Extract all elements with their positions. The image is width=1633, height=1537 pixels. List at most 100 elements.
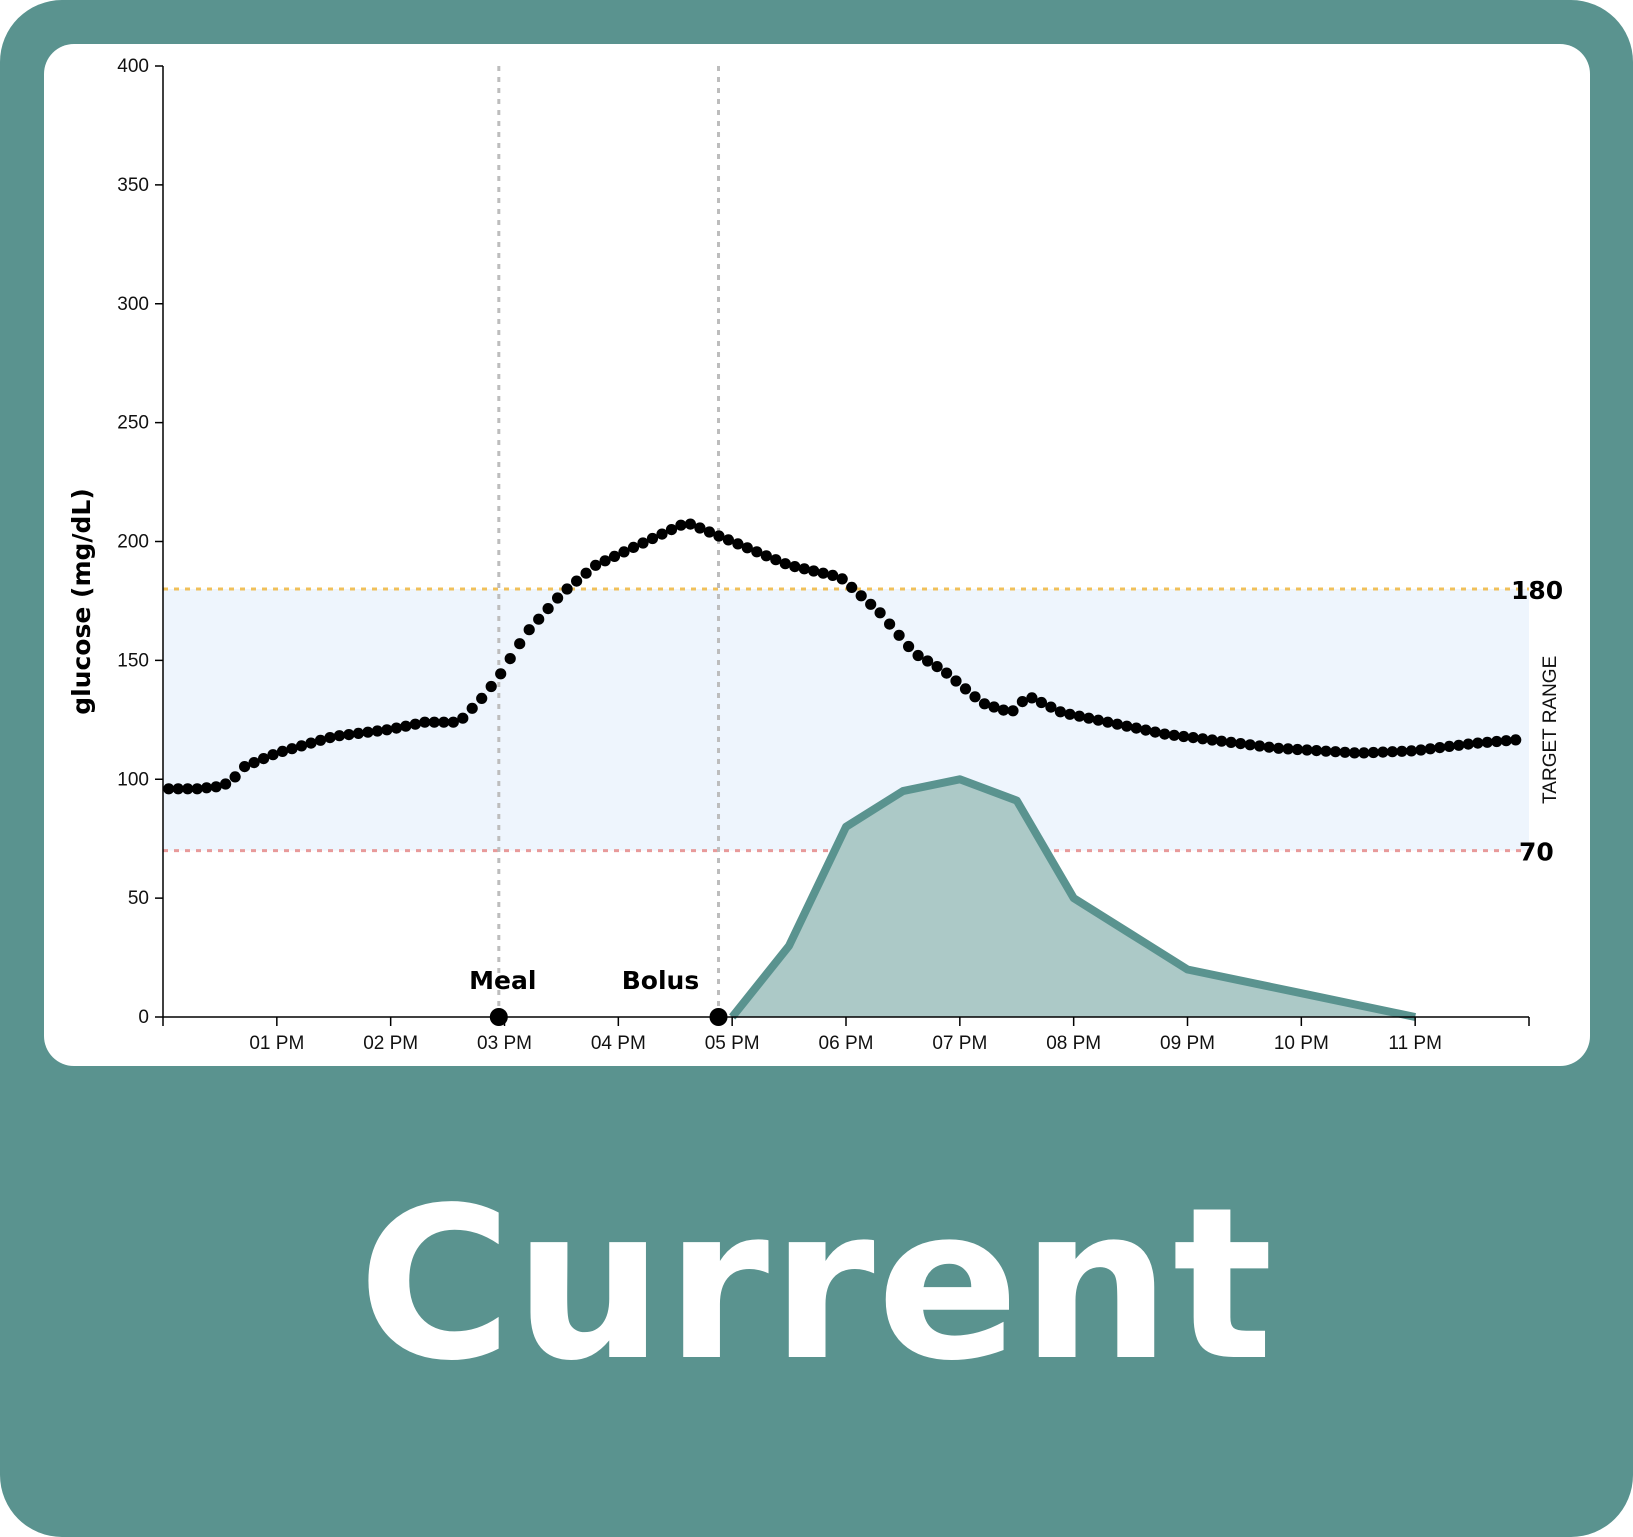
event-marker-meal xyxy=(489,1008,508,1026)
glucose-point xyxy=(732,538,744,550)
glucose-point xyxy=(514,638,526,650)
glucose-point xyxy=(409,718,421,730)
glucose-point xyxy=(390,722,402,734)
glucose-point xyxy=(1092,714,1104,726)
glucose-point xyxy=(1130,722,1142,734)
glucose-point xyxy=(381,724,393,736)
glucose-point xyxy=(210,781,222,793)
glucose-point xyxy=(950,675,962,687)
glucose-point xyxy=(1073,710,1085,722)
glucose-point xyxy=(722,534,735,546)
glucose-point xyxy=(314,734,327,746)
glucose-point xyxy=(741,542,753,554)
glucose-point xyxy=(523,624,535,636)
glucose-point xyxy=(1111,718,1123,730)
glucose-point xyxy=(1216,735,1228,747)
glucose-point xyxy=(997,704,1010,716)
glucose-point xyxy=(1481,736,1493,748)
glucose-point xyxy=(1491,735,1503,748)
glucose-point xyxy=(1016,696,1028,708)
glucose-point xyxy=(1282,743,1294,755)
glucose-point xyxy=(694,522,706,534)
glucose-point xyxy=(1500,735,1512,747)
glucose-point xyxy=(959,683,972,695)
glucose-point xyxy=(561,583,573,595)
glucose-point xyxy=(1197,733,1209,745)
glucose-point xyxy=(760,550,772,562)
glucose-point xyxy=(1396,745,1408,757)
glucose-point xyxy=(1187,732,1199,744)
glucose-point xyxy=(267,749,279,761)
glucose-point xyxy=(903,640,915,653)
glucose-point xyxy=(1453,739,1465,751)
x-tick-label: 03 PM xyxy=(477,1033,532,1054)
glucose-point xyxy=(713,530,725,542)
glucose-point xyxy=(447,716,459,728)
glucose-point xyxy=(1026,692,1038,704)
y-tick-label: 150 xyxy=(117,650,149,671)
x-tick-label: 05 PM xyxy=(705,1033,760,1054)
insulin-activity-line xyxy=(729,775,1417,1021)
glucose-point xyxy=(1168,729,1180,741)
chart-panel: 0 50 100 150 200 250 300 350 400 01 PM 02 PM 03 PM 0… xyxy=(44,44,1590,1066)
y-axis-label: glucose (mg/dL) xyxy=(67,488,96,715)
glucose-point xyxy=(1443,740,1455,753)
glucose-point xyxy=(618,546,630,558)
glucose-point xyxy=(789,561,801,573)
glucose-point xyxy=(163,783,175,795)
glucose-point xyxy=(627,541,640,553)
target-range-band xyxy=(163,589,1529,851)
x-tick-label: 02 PM xyxy=(363,1033,418,1054)
glucose-point xyxy=(978,698,991,710)
glucose-point xyxy=(1510,734,1522,746)
glucose-point xyxy=(1083,712,1095,724)
glucose-point xyxy=(836,573,848,585)
caption-title: Current xyxy=(357,1162,1276,1407)
glucose-point xyxy=(1102,716,1114,728)
x-tick-label: 07 PM xyxy=(932,1033,987,1054)
glucose-point xyxy=(1291,743,1304,756)
y-tick-label: 350 xyxy=(117,175,149,196)
glucose-point xyxy=(751,546,763,558)
glucose-point xyxy=(286,743,298,755)
glucose-point xyxy=(476,692,488,705)
glucose-point xyxy=(1310,745,1323,757)
y-tick-label: 200 xyxy=(117,532,149,553)
glucose-point xyxy=(637,537,649,549)
glucose-point xyxy=(533,613,545,625)
x-tick-label: 10 PM xyxy=(1274,1033,1329,1054)
glucose-point xyxy=(703,526,716,538)
y-tick-label: 400 xyxy=(117,56,149,77)
glucose-point xyxy=(248,757,260,769)
glucose-point xyxy=(333,730,345,742)
glucose-point xyxy=(1035,696,1047,709)
glucose-point xyxy=(590,559,602,571)
glucose-point xyxy=(817,567,829,579)
glucose-point xyxy=(1244,739,1256,751)
glucose-point xyxy=(884,618,896,630)
glucose-point xyxy=(1007,705,1019,717)
glucose-point xyxy=(1415,744,1427,756)
glucose-point xyxy=(457,712,469,724)
glucose-point xyxy=(239,761,251,773)
glucose-point xyxy=(1424,743,1436,755)
glucose-point xyxy=(580,567,592,579)
target-range-label: TARGET RANGE xyxy=(1540,656,1561,804)
glucose-point xyxy=(827,569,839,582)
glucose-point xyxy=(1225,736,1237,749)
glucose-point xyxy=(1405,745,1417,757)
glucose-point xyxy=(324,732,336,744)
glucose-point xyxy=(1472,737,1484,749)
glucose-point xyxy=(846,581,858,594)
x-tick-label: 11 PM xyxy=(1388,1033,1442,1054)
x-tick-label: 08 PM xyxy=(1046,1033,1101,1054)
glucose-point xyxy=(874,607,886,619)
glucose-point xyxy=(258,753,270,765)
glucose-point xyxy=(1348,747,1361,759)
glucose-point xyxy=(438,716,450,728)
glucose-point xyxy=(646,532,659,545)
glucose-point xyxy=(893,629,905,641)
glucose-point xyxy=(1273,742,1285,754)
glucose-point xyxy=(362,726,374,738)
glucose-point xyxy=(485,680,497,693)
